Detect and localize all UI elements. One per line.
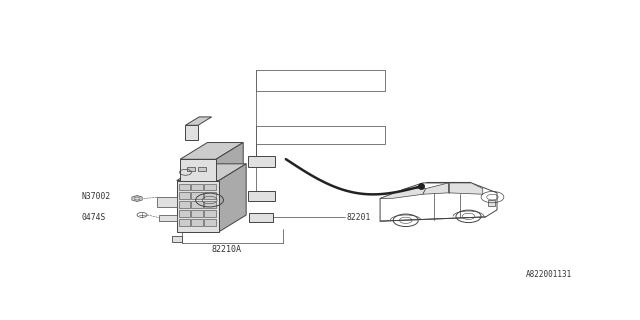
Bar — [179, 210, 190, 217]
Bar — [204, 201, 216, 208]
Polygon shape — [157, 197, 177, 207]
Bar — [204, 219, 216, 226]
Polygon shape — [219, 164, 246, 232]
Polygon shape — [249, 213, 273, 221]
Text: ACCESSORY RELAY: ACCESSORY RELAY — [259, 135, 332, 144]
Bar — [198, 167, 205, 171]
Bar — [191, 184, 203, 190]
Text: IGNITION2 RELAY: IGNITION2 RELAY — [259, 81, 332, 90]
Bar — [179, 201, 190, 208]
Bar — [488, 200, 495, 205]
Bar — [204, 193, 216, 199]
Text: 82201: 82201 — [347, 213, 371, 222]
Polygon shape — [423, 183, 449, 194]
Bar — [177, 180, 219, 232]
Text: 82210A: 82210A — [211, 245, 241, 254]
Bar — [256, 70, 385, 92]
Bar — [204, 210, 216, 217]
Bar — [191, 210, 203, 217]
Bar — [191, 219, 203, 226]
Polygon shape — [177, 164, 246, 180]
Polygon shape — [186, 117, 212, 125]
Polygon shape — [132, 196, 142, 202]
Bar — [256, 126, 385, 144]
Bar — [179, 193, 190, 199]
Bar — [179, 219, 190, 226]
Polygon shape — [180, 142, 243, 159]
Bar — [179, 184, 190, 190]
Bar — [191, 193, 203, 199]
Polygon shape — [248, 191, 275, 201]
Polygon shape — [216, 142, 243, 183]
Text: 0474S: 0474S — [81, 213, 106, 222]
Polygon shape — [449, 183, 483, 194]
Bar — [172, 236, 182, 242]
Polygon shape — [248, 156, 275, 167]
Text: 82501D*A: 82501D*A — [259, 72, 298, 81]
Bar — [187, 167, 195, 171]
Polygon shape — [380, 188, 426, 198]
Bar — [180, 159, 216, 183]
Text: 82501D*A: 82501D*A — [259, 127, 298, 136]
Bar — [204, 184, 216, 190]
Text: A822001131: A822001131 — [526, 270, 572, 279]
Polygon shape — [380, 183, 497, 221]
Text: N37002: N37002 — [81, 192, 111, 201]
Bar — [191, 201, 203, 208]
Polygon shape — [186, 125, 198, 140]
Polygon shape — [159, 215, 177, 221]
